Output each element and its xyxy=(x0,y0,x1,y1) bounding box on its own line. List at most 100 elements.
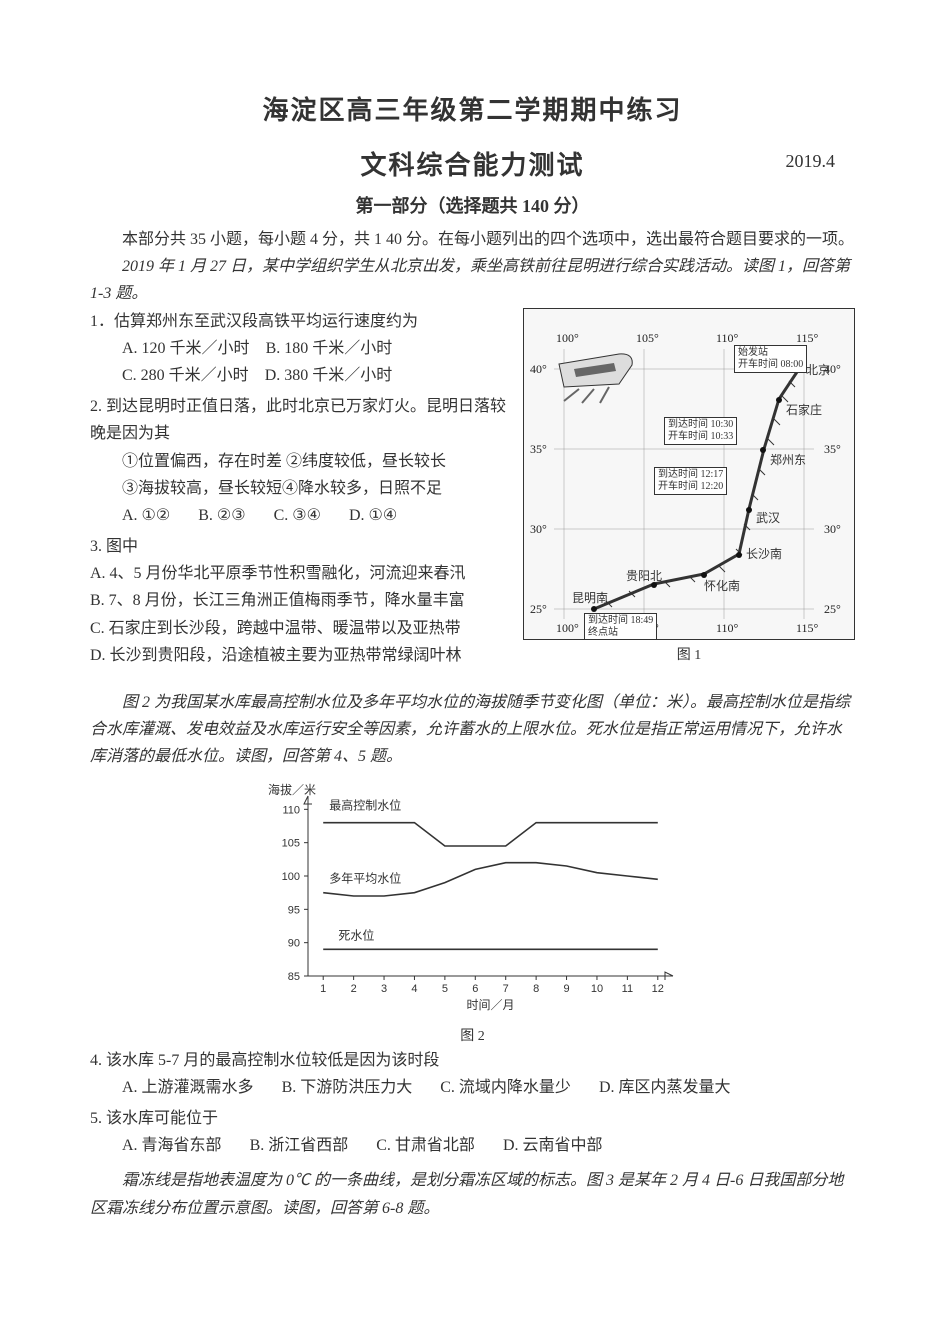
svg-text:多年平均水位: 多年平均水位 xyxy=(329,870,401,885)
city-sjz: 石家庄 xyxy=(786,401,822,418)
q3-opt-b[interactable]: B. 7、8 月份，长江三角洲正值梅雨季节，降水量丰富 xyxy=(90,587,511,614)
svg-text:6: 6 xyxy=(472,983,478,995)
chart-svg: 859095100105110123456789101112时间／月海拔／米最高… xyxy=(258,781,688,1021)
city-bj: 北京 xyxy=(806,361,830,378)
q4-opt-d[interactable]: D. 库区内蒸发量大 xyxy=(599,1074,731,1101)
lat-30-l: 30° xyxy=(530,522,547,537)
q5-opt-b[interactable]: B. 浙江省西部 xyxy=(250,1132,349,1159)
svg-text:最高控制水位: 最高控制水位 xyxy=(329,797,401,812)
q4-stem: 4. 该水库 5-7 月的最高控制水位较低是因为该时段 xyxy=(90,1047,855,1074)
lat-25-l: 25° xyxy=(530,602,547,617)
q5-options: A. 青海省东部 B. 浙江省西部 C. 甘肃省北部 D. 云南省中部 xyxy=(90,1132,855,1159)
svg-text:2: 2 xyxy=(350,983,356,995)
q2-line1: ①位置偏西，存在时差 ②纬度较低，昼长较长 xyxy=(90,448,511,475)
city-kmn: 昆明南 xyxy=(572,589,608,606)
q2-opt-b[interactable]: B. ②③ xyxy=(198,502,245,529)
dot-sjz xyxy=(776,397,782,403)
svg-text:3: 3 xyxy=(380,983,386,995)
dot-csn xyxy=(736,552,742,558)
q2-opt-a[interactable]: A. ①② xyxy=(122,502,170,529)
q4-opt-b[interactable]: B. 下游防洪压力大 xyxy=(282,1074,413,1101)
q5-opt-d[interactable]: D. 云南省中部 xyxy=(503,1132,603,1159)
q4-opt-a[interactable]: A. 上游灌溉需水多 xyxy=(122,1074,254,1101)
svg-text:11: 11 xyxy=(621,983,632,995)
lat-30-r: 30° xyxy=(824,522,841,537)
svg-text:海拔／米: 海拔／米 xyxy=(268,782,316,797)
timebox-start: 始发站 开车时间 08:00 xyxy=(734,345,807,373)
context-3: 霜冻线是指地表温度为 0℃ 的一条曲线，是划分霜冻区域的标志。图 3 是某年 2… xyxy=(90,1167,855,1221)
figure-2-caption: 图 2 xyxy=(258,1025,688,1045)
q2-opt-d[interactable]: D. ①④ xyxy=(349,502,397,529)
city-gyb: 贵阳北 xyxy=(626,567,662,584)
svg-text:1: 1 xyxy=(320,983,326,995)
q1-opt-c[interactable]: C. 280 千米／小时 xyxy=(122,367,249,384)
lon-100-bot: 100° xyxy=(556,621,579,636)
dot-kmn xyxy=(591,606,597,612)
q4-opt-c[interactable]: C. 流域内降水量少 xyxy=(440,1074,571,1101)
svg-text:时间／月: 时间／月 xyxy=(466,998,514,1012)
svg-text:7: 7 xyxy=(502,983,508,995)
dot-zzd xyxy=(760,447,766,453)
lon-115-top: 115° xyxy=(796,331,818,346)
section-title: 第一部分（选择题共 140 分） xyxy=(90,192,855,218)
q2: 2. 到达昆明时正值日落，此时北京已万家灯火。昆明日落较晚是因为其 ①位置偏西，… xyxy=(90,393,511,529)
q5-stem: 5. 该水库可能位于 xyxy=(90,1105,855,1132)
q1-opt-a[interactable]: A. 120 千米／小时 xyxy=(122,340,250,357)
city-zzd: 郑州东 xyxy=(770,451,806,468)
exam-date: 2019.4 xyxy=(786,151,836,172)
q5: 5. 该水库可能位于 A. 青海省东部 B. 浙江省西部 C. 甘肃省北部 D.… xyxy=(90,1105,855,1159)
svg-text:9: 9 xyxy=(563,983,569,995)
q1-stem: 1．估算郑州东至武汉段高铁平均运行速度约为 xyxy=(90,308,511,335)
q3-opt-d[interactable]: D. 长沙到贵阳段，沿途植被主要为亚热带常绿阔叶林 xyxy=(90,642,511,669)
q2-options: A. ①② B. ②③ C. ③④ D. ①④ xyxy=(90,502,511,529)
lat-35-l: 35° xyxy=(530,442,547,457)
lat-35-r: 35° xyxy=(824,442,841,457)
title-sub: 文科综合能力测试 xyxy=(90,145,855,182)
context-1: 2019 年 1 月 27 日，某中学组织学生从北京出发，乘坐高铁前往昆明进行综… xyxy=(90,253,855,307)
q5-opt-a[interactable]: A. 青海省东部 xyxy=(122,1132,222,1159)
title-sub-row: 文科综合能力测试 2019.4 xyxy=(90,145,855,182)
instructions: 本部分共 35 小题，每小题 4 分，共 1 40 分。在每小题列出的四个选项中… xyxy=(90,226,855,253)
lon-105-top: 105° xyxy=(636,331,659,346)
q2-stem: 2. 到达昆明时正值日落，此时北京已万家灯火。昆明日落较晚是因为其 xyxy=(90,393,511,447)
figure-1: 100° 105° 110° 115° 100° 105° 110° 115° … xyxy=(523,308,855,664)
svg-text:85: 85 xyxy=(287,971,299,983)
q4: 4. 该水库 5-7 月的最高控制水位较低是因为该时段 A. 上游灌溉需水多 B… xyxy=(90,1047,855,1101)
city-hhn: 怀化南 xyxy=(704,577,740,594)
q2-opt-c[interactable]: C. ③④ xyxy=(274,502,321,529)
lon-100-top: 100° xyxy=(556,331,579,346)
q4-options: A. 上游灌溉需水多 B. 下游防洪压力大 C. 流域内降水量少 D. 库区内蒸… xyxy=(90,1074,855,1101)
q1-opt-d[interactable]: D. 380 千米／小时 xyxy=(265,367,393,384)
dot-wh xyxy=(746,507,752,513)
svg-text:10: 10 xyxy=(590,983,602,995)
svg-text:8: 8 xyxy=(533,983,539,995)
svg-text:90: 90 xyxy=(287,937,299,949)
q3-stem: 3. 图中 xyxy=(90,533,511,560)
q3-opt-c[interactable]: C. 石家庄到长沙段，跨越中温带、暖温带以及亚热带 xyxy=(90,615,511,642)
svg-text:95: 95 xyxy=(287,904,299,916)
train-icon xyxy=(559,353,632,402)
lon-110-top: 110° xyxy=(716,331,738,346)
q3-opt-a[interactable]: A. 4、5 月份华北平原季节性积雪融化，河流迎来春汛 xyxy=(90,560,511,587)
svg-text:12: 12 xyxy=(651,983,663,995)
svg-text:100: 100 xyxy=(281,871,299,883)
q1-opt-b[interactable]: B. 180 千米／小时 xyxy=(266,340,393,357)
q3: 3. 图中 A. 4、5 月份华北平原季节性积雪融化，河流迎来春汛 B. 7、8… xyxy=(90,533,511,669)
lon-110-bot: 110° xyxy=(716,621,738,636)
figure-2: 859095100105110123456789101112时间／月海拔／米最高… xyxy=(258,781,688,1045)
page: 海淀区高三年级第二学期期中练习 文科综合能力测试 2019.4 第一部分（选择题… xyxy=(0,0,945,1282)
q5-opt-c[interactable]: C. 甘肃省北部 xyxy=(376,1132,475,1159)
lat-25-r: 25° xyxy=(824,602,841,617)
city-wh: 武汉 xyxy=(756,509,780,526)
figure-1-caption: 图 1 xyxy=(523,644,855,664)
q1-3-text: 1．估算郑州东至武汉段高铁平均运行速度约为 A. 120 千米／小时 B. 18… xyxy=(90,308,511,673)
svg-text:110: 110 xyxy=(282,804,300,816)
lon-115-bot: 115° xyxy=(796,621,818,636)
city-csn: 长沙南 xyxy=(746,545,782,562)
timebox-km: 到达时间 18:49 终点站 xyxy=(584,613,657,640)
svg-text:死水位: 死水位 xyxy=(338,927,374,942)
svg-text:4: 4 xyxy=(411,983,417,995)
context-2: 图 2 为我国某水库最高控制水位及多年平均水位的海拔随季节变化图（单位：米）。最… xyxy=(90,689,855,771)
timebox-sjz: 到达时间 10:30 开车时间 10:33 xyxy=(664,417,737,445)
map-box: 100° 105° 110° 115° 100° 105° 110° 115° … xyxy=(523,308,855,640)
